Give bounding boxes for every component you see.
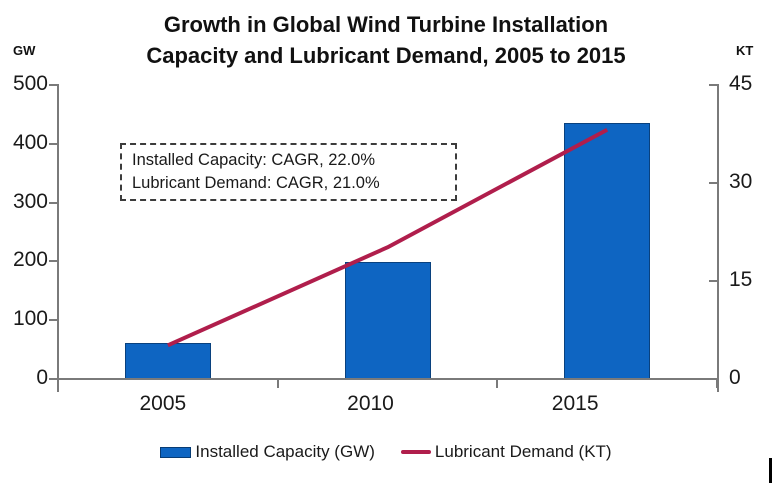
x-axis-tick — [276, 380, 279, 388]
left-axis-line — [57, 84, 59, 392]
legend-label-lubricant-demand: Lubricant Demand (KT) — [434, 442, 612, 461]
left-axis-tick-label: 400 — [12, 130, 48, 154]
bar-2015 — [564, 123, 651, 378]
right-axis-tick — [709, 378, 718, 380]
bar-2005 — [124, 343, 211, 378]
cagr-lubricant-demand-text: Lubricant Demand: CAGR, 21.0% — [132, 174, 380, 192]
x-axis-tick — [496, 380, 499, 388]
left-axis-tick-label: 0 — [36, 366, 48, 389]
left-axis-tick-label: 100 — [12, 307, 48, 331]
left-axis-tick — [49, 378, 58, 380]
left-axis-unit-label: GW — [13, 43, 36, 58]
cagr-annotation-box: Installed Capacity: CAGR, 22.0% Lubrican… — [120, 143, 457, 201]
chart-title: Growth in Global Wind Turbine Installati… — [0, 9, 772, 71]
x-axis-label-2015: 2015 — [551, 392, 599, 415]
left-axis-tick — [49, 201, 58, 204]
left-axis-tick — [49, 142, 58, 145]
right-axis-unit-label: KT — [736, 43, 754, 58]
x-axis-line — [57, 378, 719, 380]
legend: Installed Capacity (GW) Lubricant Demand… — [0, 442, 772, 462]
right-axis-line — [717, 84, 719, 392]
left-axis-tick — [49, 319, 58, 322]
right-axis-tick — [709, 84, 718, 86]
right-axis-tick — [709, 182, 718, 184]
left-axis-tick-label: 200 — [12, 248, 48, 272]
left-axis-tick — [49, 260, 58, 263]
chart-title-line2: Capacity and Lubricant Demand, 2005 to 2… — [146, 43, 626, 68]
right-axis-tick-label: 45 — [729, 72, 753, 95]
left-axis-tick — [49, 84, 58, 86]
left-axis-tick-label: 500 — [12, 72, 48, 95]
x-axis-label-2005: 2005 — [139, 392, 187, 415]
right-axis-tick-label: 30 — [729, 170, 753, 193]
right-axis-tick — [709, 280, 718, 282]
legend-label-installed-capacity: Installed Capacity (GW) — [195, 442, 375, 461]
line-swatch-icon — [400, 450, 431, 454]
x-axis-tick — [57, 380, 59, 388]
right-axis-tick-label: 15 — [729, 268, 753, 291]
screenshot-edge-artifact — [769, 458, 772, 483]
bar-swatch-icon — [160, 446, 192, 458]
right-axis-tick-label: 0 — [729, 366, 741, 389]
legend-item-installed-capacity: Installed Capacity (GW) — [160, 442, 375, 462]
chart-title-line1: Growth in Global Wind Turbine Installati… — [163, 12, 609, 37]
x-axis-label-2010: 2010 — [347, 392, 394, 415]
left-axis-tick-label: 300 — [12, 189, 48, 213]
bar-2010 — [344, 261, 431, 378]
cagr-installed-capacity-text: Installed Capacity: CAGR, 22.0% — [132, 151, 376, 169]
legend-item-lubricant-demand: Lubricant Demand (KT) — [400, 442, 612, 462]
x-axis-tick — [716, 380, 718, 388]
